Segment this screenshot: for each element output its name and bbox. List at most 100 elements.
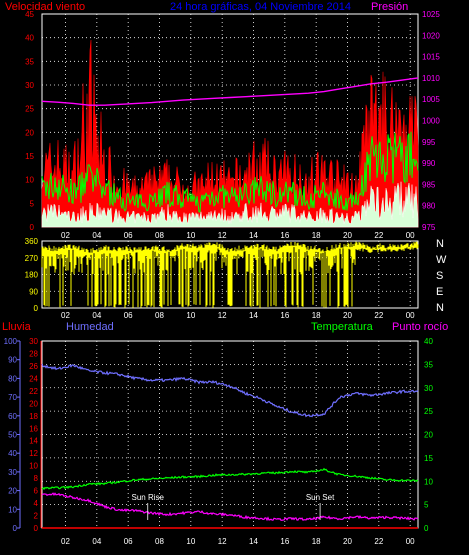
humidity-y-tick-label: 50 [8,431,17,440]
humidity-y-tick-label: 20 [8,487,17,496]
direction-x-tick-label: 12 [218,311,227,320]
wind-y-tick-label: 10 [25,176,34,185]
rain-y-tick-label: 20 [29,399,38,408]
humidity-y-tick-label: 80 [8,374,17,383]
direction-x-tick-label: 16 [280,311,289,320]
humidity-y-tick-label: 100 [4,337,18,346]
humidity-x-tick-label: 22 [374,537,383,546]
pressure-y-tick-label: 1025 [422,10,440,19]
wind-y-tick-label: 35 [25,57,34,66]
direction-y-tick-label: 90 [29,287,38,296]
wind-x-tick-label: 10 [186,231,195,240]
sun-annotation: Sun Rise [132,493,165,502]
direction-x-tick-label: 14 [249,311,258,320]
pressure-y-tick-label: 1020 [422,31,440,40]
temperature-y-tick-label: 35 [424,360,433,369]
rain-y-tick-label: 0 [34,524,39,533]
compass-label: S [436,270,443,282]
pressure-y-tick-label: 1000 [422,117,440,126]
dewpoint-label: Punto rocío [392,321,448,333]
humidity-x-tick-label: 14 [249,537,258,546]
humidity-x-tick-label: 20 [343,537,352,546]
humidity-y-tick-label: 70 [8,393,17,402]
humidity-y-tick-label: 60 [8,412,17,421]
humidity-x-tick-label: 18 [312,537,321,546]
rain-y-tick-label: 14 [29,437,38,446]
rain-y-tick-label: 12 [29,449,38,458]
direction-y-tick-label: 270 [25,254,39,263]
rain-y-tick-label: 18 [29,412,38,421]
compass-label: N [436,238,444,250]
direction-x-tick-label: 22 [374,311,383,320]
wind-x-tick-label: 04 [92,231,101,240]
temperature-y-tick-label: 0 [424,524,429,533]
wind-y-tick-label: 30 [25,81,34,90]
dewpoint-series [41,492,419,522]
pressure-y-tick-label: 975 [422,223,436,232]
direction-x-tick-label: 20 [343,311,352,320]
wind-speed-series [41,40,419,228]
compass-label: E [436,286,443,298]
wind-x-tick-label: 18 [312,231,321,240]
direction-y-tick-label: 0 [34,304,39,313]
temperature-y-tick-label: 10 [424,477,433,486]
rain-y-tick-label: 10 [29,462,38,471]
rain-y-tick-label: 26 [29,362,38,371]
pressure-y-tick-label: 1005 [422,95,440,104]
temperature-y-tick-label: 25 [424,407,433,416]
humidity-x-tick-label: 06 [124,537,133,546]
direction-x-tick-label: 04 [92,311,101,320]
direction-x-tick-label: 18 [312,311,321,320]
humidity-x-tick-label: 00 [406,537,415,546]
direction-x-tick-label: 08 [155,311,164,320]
pressure-y-tick-label: 1015 [422,53,440,62]
rain-y-tick-label: 30 [29,337,38,346]
direction-x-tick-label: 10 [186,311,195,320]
wind-x-tick-label: 20 [343,231,352,240]
wind-y-tick-label: 0 [30,223,35,232]
humidity-label: Humedad [66,321,114,333]
wind-x-tick-label: 00 [406,231,415,240]
temperature-y-tick-label: 30 [424,384,433,393]
pressure-y-tick-label: 1010 [422,74,440,83]
temperature-label: Temperatura [311,321,374,333]
temperature-y-tick-label: 40 [424,337,433,346]
pressure-y-tick-label: 980 [422,202,436,211]
direction-x-tick-label: 00 [406,311,415,320]
chart-title: 24 hora gráficas, 04 Noviembre 2014 [170,1,351,13]
humidity-x-tick-label: 08 [155,537,164,546]
direction-x-tick-label: 02 [61,311,70,320]
rain-y-tick-label: 16 [29,424,38,433]
wind-y-tick-label: 45 [25,10,34,19]
humidity-y-tick-label: 90 [8,356,17,365]
temperature-y-tick-label: 5 [424,501,429,510]
humidity-y-tick-label: 0 [13,524,18,533]
compass-label: N [436,302,444,314]
rain-label: Lluvia [2,321,32,333]
wind-x-tick-label: 16 [280,231,289,240]
temperature-y-tick-label: 15 [424,454,433,463]
wind-x-tick-label: 14 [249,231,258,240]
wind-y-tick-label: 25 [25,105,34,114]
humidity-x-tick-label: 10 [186,537,195,546]
wind-y-tick-label: 40 [25,34,34,43]
rain-y-tick-label: 22 [29,387,38,396]
pressure-y-tick-label: 990 [422,159,436,168]
rain-y-tick-label: 4 [34,499,39,508]
wind-x-tick-label: 22 [374,231,383,240]
humidity-y-tick-label: 30 [8,468,17,477]
compass-label: W [436,254,447,266]
sun-annotation: Sun Set [306,493,335,502]
pressure-series [41,77,419,106]
wind-x-tick-label: 06 [124,231,133,240]
wind-y-tick-label: 20 [25,128,34,137]
wind-direction-series [41,241,419,308]
pressure-y-tick-label: 995 [422,138,436,147]
wind-speed-title: Velocidad viento [5,1,85,13]
wind-x-tick-label: 08 [155,231,164,240]
wind-gust-low-series [41,181,419,228]
rain-y-tick-label: 24 [29,374,38,383]
humidity-x-tick-label: 02 [61,537,70,546]
wind-y-tick-label: 5 [30,199,35,208]
wind-y-tick-label: 15 [25,152,34,161]
